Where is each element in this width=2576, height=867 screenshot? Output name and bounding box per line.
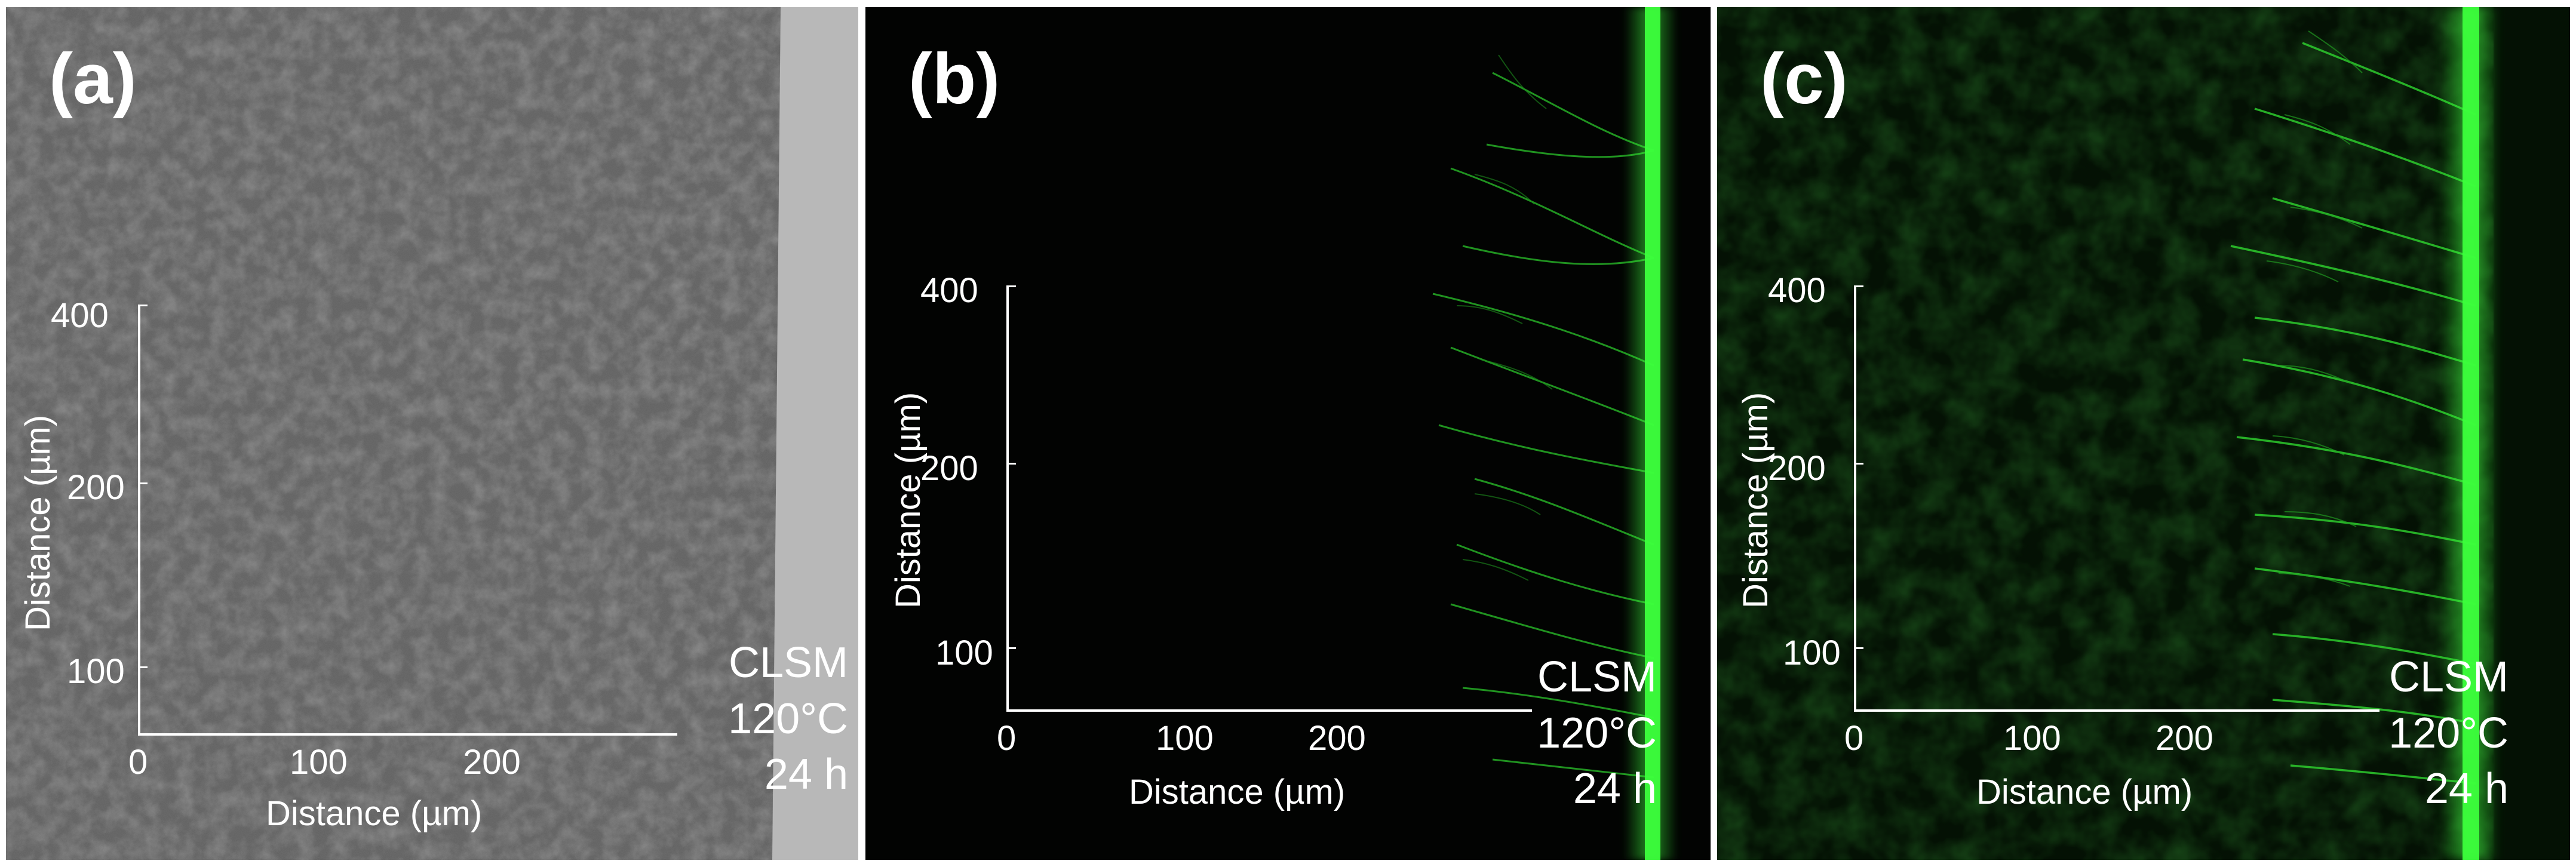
x-axis-line [138, 733, 677, 736]
fluorescence-image-enhanced [1717, 7, 2570, 860]
temperature-label: 120°C [2388, 709, 2509, 757]
x-tick-label: 100 [2003, 719, 2061, 758]
condition-annotation: CLSM 120°C 24 h [2326, 650, 2509, 817]
method-label: CLSM [2388, 653, 2509, 701]
y-axis-title: Distance (µm) [889, 392, 928, 608]
x-tick-label: 200 [1308, 719, 1366, 758]
panel-label: (c) [1760, 39, 1848, 119]
panel-label: (a) [49, 39, 137, 119]
dendrite-sub-branches [1456, 54, 1553, 581]
interface-band [1645, 7, 1660, 860]
y-tick-label: 200 [920, 449, 978, 488]
x-axis-title: Distance (µm) [1976, 773, 2193, 811]
y-tick-label: 400 [920, 271, 978, 310]
condition-annotation: CLSM 120°C 24 h [1475, 650, 1657, 817]
x-axis-line [1854, 709, 2380, 712]
y-tick-label: 100 [1783, 634, 1841, 672]
panel-label: (b) [908, 39, 1000, 119]
y-tick-label: 400 [51, 296, 109, 335]
condition-annotation: CLSM 120°C 24 h [636, 635, 848, 803]
dendrite-sub-branches [2266, 30, 2363, 587]
sample-edge-strip [772, 7, 858, 860]
x-axis-title: Distance (µm) [1129, 773, 1346, 811]
y-tick-label: 100 [935, 634, 993, 672]
y-tick-label: 400 [1768, 271, 1826, 310]
method-label: CLSM [728, 639, 848, 687]
y-tick [1854, 285, 1863, 287]
x-tick-label: 100 [290, 743, 348, 782]
duration-label: 24 h [764, 751, 848, 799]
sem-texture [6, 7, 858, 860]
x-tick-label: 100 [1156, 719, 1214, 758]
interface-band [2463, 7, 2479, 860]
y-tick [138, 482, 148, 484]
y-tick [138, 666, 148, 668]
panel-a-sem-image: (a) 400 200 100 0 100 200 Distance (µm) … [6, 7, 858, 860]
duration-label: 24 h [1573, 765, 1657, 813]
y-tick-label: 100 [67, 652, 125, 691]
y-tick-label: 200 [67, 468, 125, 507]
y-axis-title: Distance (µm) [19, 414, 57, 631]
y-axis-line [1854, 285, 1856, 712]
method-label: CLSM [1537, 653, 1657, 701]
y-tick-label: 200 [1768, 449, 1826, 488]
y-tick [1006, 285, 1016, 287]
y-tick [1006, 463, 1016, 465]
x-tick-label: 0 [128, 743, 148, 782]
x-tick-label: 0 [997, 719, 1017, 758]
y-axis-line [138, 305, 140, 736]
fluorescence-image [865, 7, 1711, 860]
panel-b-fluorescence-image: (b) 400 200 100 0 100 200 Distance (µm) … [865, 7, 1711, 860]
x-axis-title: Distance (µm) [266, 794, 483, 833]
y-tick [1006, 647, 1016, 649]
y-axis-title: Distance (µm) [1736, 392, 1775, 608]
x-tick-label: 200 [463, 743, 521, 782]
panel-c-fluorescence-image: (c) 400 200 100 0 100 200 Distance (µm) … [1717, 7, 2570, 860]
temperature-label: 120°C [1537, 709, 1657, 757]
duration-label: 24 h [2424, 765, 2509, 813]
temperature-label: 120°C [728, 694, 848, 743]
y-tick [1854, 463, 1863, 465]
x-tick-label: 200 [2156, 719, 2213, 758]
y-axis-line [1006, 285, 1009, 712]
y-tick [1854, 647, 1863, 649]
x-axis-line [1006, 709, 1532, 712]
x-tick-label: 0 [1844, 719, 1864, 758]
y-tick [138, 305, 148, 306]
